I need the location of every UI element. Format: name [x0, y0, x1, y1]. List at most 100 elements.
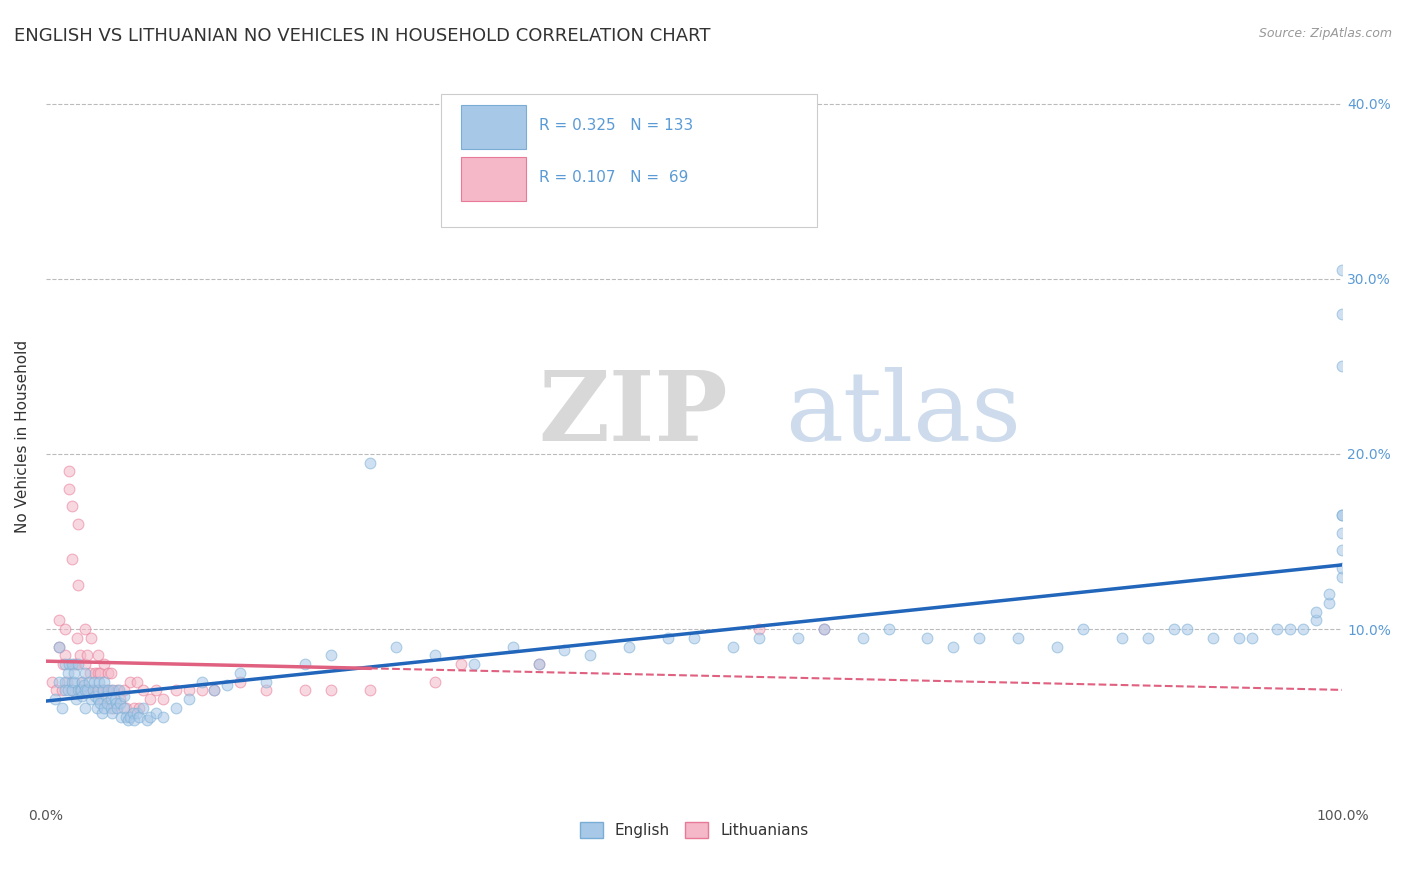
Point: [63, 674, 86, 689]
Point: [56, 683, 79, 698]
Point: [108, 692, 131, 706]
Point: [104, 696, 127, 710]
Point: [55, 683, 77, 698]
Point: [1317, 596, 1340, 610]
Point: [60, 657, 83, 672]
Point: [877, 622, 900, 636]
Point: [73, 622, 96, 636]
Point: [1331, 508, 1354, 523]
Point: [1331, 359, 1354, 374]
Point: [120, 709, 142, 723]
Point: [136, 713, 159, 727]
Point: [1331, 525, 1354, 540]
Point: [321, 648, 343, 663]
Point: [55, 622, 77, 636]
Point: [145, 706, 167, 721]
Point: [423, 648, 446, 663]
Point: [100, 701, 122, 715]
Text: Source: ZipAtlas.com: Source: ZipAtlas.com: [1258, 27, 1392, 40]
Point: [107, 683, 129, 698]
Point: [115, 709, 138, 723]
Point: [67, 516, 90, 531]
Point: [86, 701, 108, 715]
Point: [359, 456, 381, 470]
Point: [58, 482, 80, 496]
Point: [128, 709, 150, 723]
Point: [73, 683, 96, 698]
Point: [87, 692, 110, 706]
Point: [72, 674, 94, 689]
Point: [91, 683, 114, 698]
Point: [579, 648, 602, 663]
Point: [58, 465, 80, 479]
Point: [1267, 622, 1289, 636]
Point: [45, 683, 67, 698]
Point: [73, 701, 96, 715]
Point: [69, 648, 91, 663]
Point: [48, 640, 70, 654]
Point: [65, 657, 87, 672]
Point: [254, 674, 277, 689]
Point: [72, 674, 94, 689]
Point: [83, 674, 105, 689]
Y-axis label: No Vehicles in Household: No Vehicles in Household: [15, 340, 30, 533]
Point: [77, 674, 100, 689]
Point: [72, 678, 94, 692]
Point: [1227, 631, 1250, 645]
Point: [76, 683, 98, 698]
Point: [91, 692, 114, 706]
Point: [229, 674, 252, 689]
Point: [67, 578, 90, 592]
Point: [1201, 631, 1223, 645]
Point: [117, 713, 139, 727]
Point: [104, 692, 127, 706]
Point: [165, 701, 187, 715]
Point: [90, 706, 112, 721]
Point: [82, 683, 104, 698]
Point: [217, 678, 239, 692]
Point: [657, 631, 679, 645]
Point: [96, 696, 118, 710]
Point: [1305, 613, 1327, 627]
Point: [177, 692, 200, 706]
Point: [385, 640, 408, 654]
Point: [93, 701, 115, 715]
Point: [89, 665, 111, 680]
Point: [942, 640, 965, 654]
Point: [56, 665, 79, 680]
Point: [553, 643, 575, 657]
Point: [619, 640, 641, 654]
Point: [77, 683, 100, 698]
Point: [125, 674, 148, 689]
Point: [1331, 508, 1354, 523]
Point: [73, 657, 96, 672]
Point: [294, 657, 316, 672]
Point: [105, 701, 128, 715]
Point: [80, 692, 103, 706]
Point: [97, 683, 120, 698]
Point: [51, 683, 73, 698]
Point: [112, 683, 135, 698]
Point: [84, 689, 107, 703]
Point: [177, 683, 200, 698]
Point: [294, 683, 316, 698]
Point: [152, 692, 174, 706]
Point: [60, 500, 83, 514]
Point: [683, 631, 706, 645]
Point: [87, 665, 110, 680]
Point: [90, 683, 112, 698]
Point: [229, 665, 252, 680]
Point: [204, 683, 226, 698]
Text: atlas: atlas: [785, 368, 1021, 461]
Point: [112, 701, 135, 715]
Point: [72, 689, 94, 703]
Point: [132, 683, 155, 698]
Point: [93, 657, 115, 672]
Point: [1007, 631, 1029, 645]
Point: [55, 657, 77, 672]
Point: [502, 640, 524, 654]
Point: [94, 683, 117, 698]
Point: [63, 657, 86, 672]
Point: [105, 683, 128, 698]
Point: [917, 631, 939, 645]
